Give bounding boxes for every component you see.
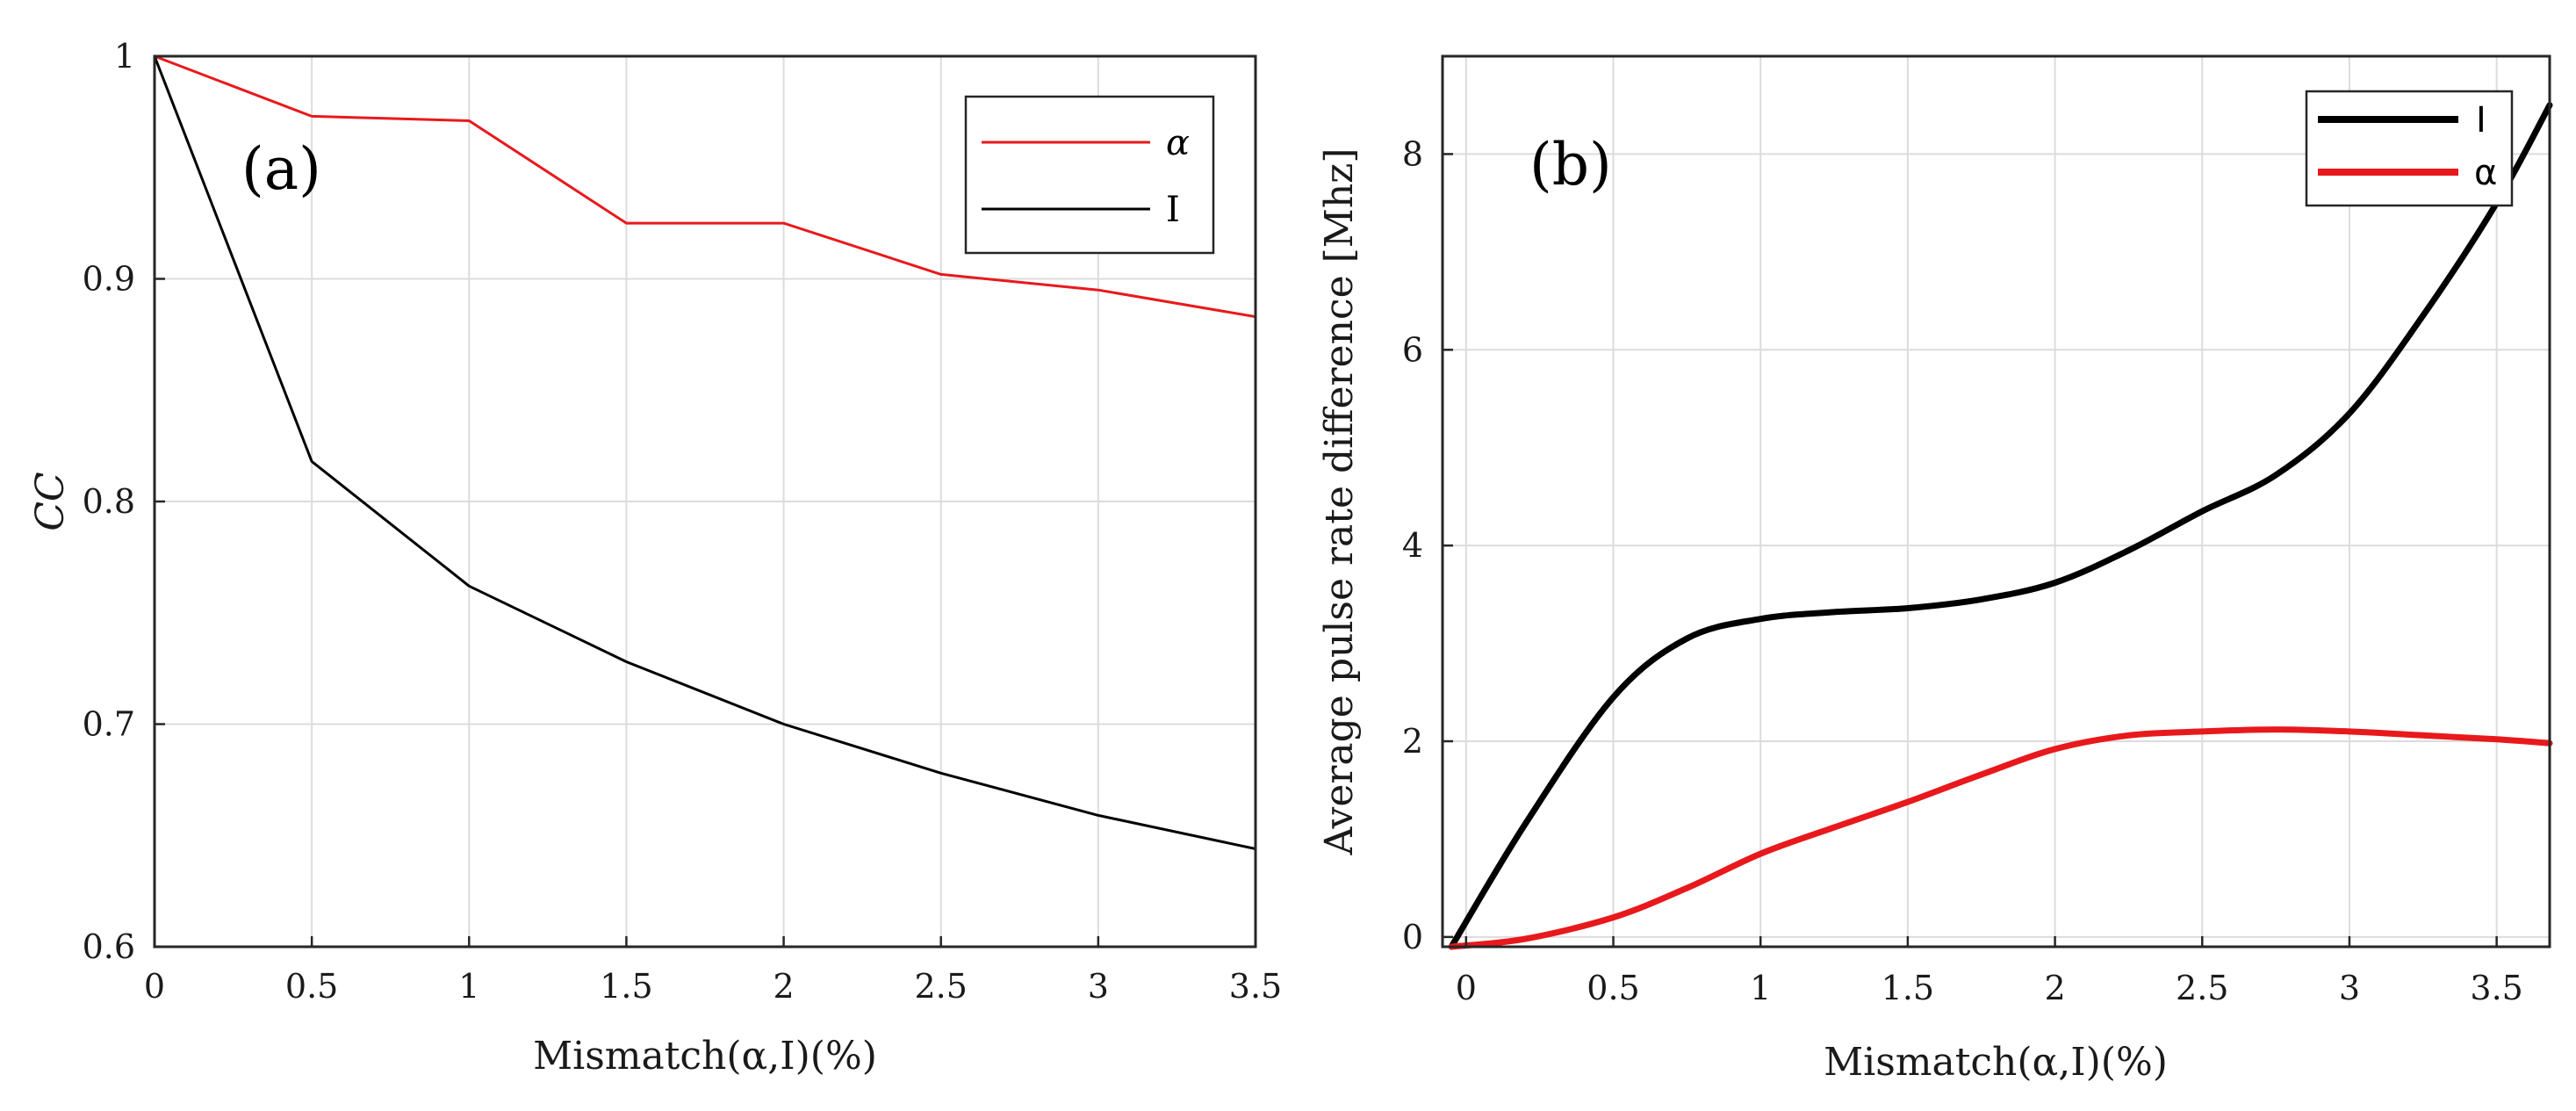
chart-b-x-tick-label: 2 xyxy=(2044,969,2065,1007)
chart-b-legend-label-alpha: α xyxy=(2474,153,2497,193)
chart-b-ticks: 0 0.5 1 1.5 2 2.5 3 3.5 0 2 4 6 8 xyxy=(1402,134,2523,1007)
chart-b-x-tick-label: 1 xyxy=(1750,969,1771,1007)
chart-b-panel-label: (b) xyxy=(1529,131,1612,198)
chart-a-y-tick-label: 0.7 xyxy=(83,705,135,744)
chart-a-x-tick-label: 0 xyxy=(144,967,165,1006)
chart-a-x-tick-label: 2 xyxy=(773,967,794,1006)
chart-b-series-line-i xyxy=(1448,102,2553,950)
chart-a-x-tick-label: 2.5 xyxy=(914,967,967,1006)
chart-b-x-tick-label: 3 xyxy=(2339,969,2360,1007)
chart-a-legend: α I xyxy=(964,95,1215,255)
chart-a-y-tick-label: 0.9 xyxy=(83,260,135,299)
chart-a-y-tick-label: 0.8 xyxy=(83,482,135,521)
chart-b-legend-box xyxy=(2305,90,2514,207)
chart-a-legend-label-alpha: α xyxy=(1166,123,1190,163)
chart-a-x-axis-label: Mismatch(α,I)(%) xyxy=(533,1034,877,1079)
chart-b-x-tick-label: 1.5 xyxy=(1882,969,1934,1007)
chart-a-x-tick-label: 1 xyxy=(458,967,479,1006)
chart-a-x-tick-label: 0.5 xyxy=(285,967,338,1006)
chart-b-x-tick-label: 0 xyxy=(1456,969,1477,1007)
chart-a-series-line-i xyxy=(153,54,1257,850)
chart-a-y-tick-label: 0.6 xyxy=(83,927,135,966)
chart-a-legend-label-i: I xyxy=(1166,190,1180,230)
chart-b-y-tick-label: 2 xyxy=(1402,722,1423,761)
chart-b-y-tick-label: 0 xyxy=(1402,918,1423,956)
chart-a-y-tick-label: 1 xyxy=(114,37,135,76)
chart-a-y-axis-label: CC xyxy=(28,472,73,530)
chart-a-series-line-alpha xyxy=(153,54,1257,319)
chart-b-series-line-alpha xyxy=(1448,726,2553,950)
chart-b-legend: I α xyxy=(2305,90,2514,207)
chart-b-x-tick-label: 3.5 xyxy=(2470,969,2522,1007)
chart-b-y-axis-label: Average pulse rate difference [Mhz] xyxy=(1317,148,1362,855)
chart-b-x-axis-label: Mismatch(α,I)(%) xyxy=(1824,1040,2168,1085)
chart-a-x-tick-label: 1.5 xyxy=(600,967,652,1006)
chart-b: 0 0.5 1 1.5 2 2.5 3 3.5 0 2 4 6 8 (b) Mismatch(α,I)(… xyxy=(1317,54,2553,1085)
chart-a-x-tick-label: 3 xyxy=(1088,967,1109,1006)
chart-b-y-tick-label: 6 xyxy=(1402,330,1423,369)
chart-a-ticks: 0 0.5 1 1.5 2 2.5 3 3.5 0.6 0.7 0.8 0.9 1 xyxy=(83,37,1283,1006)
chart-b-frame xyxy=(1441,54,2551,949)
chart-a-legend-box xyxy=(964,95,1215,255)
chart-b-y-tick-label: 8 xyxy=(1402,134,1423,173)
chart-b-series xyxy=(1448,102,2553,950)
chart-b-x-tick-label: 2.5 xyxy=(2176,969,2228,1007)
chart-a-x-tick-label: 3.5 xyxy=(1229,967,1282,1006)
chart-a: 0 0.5 1 1.5 2 2.5 3 3.5 0.6 0.7 0.8 0.9 1 (a) Mismat… xyxy=(28,37,1282,1079)
chart-b-y-tick-label: 4 xyxy=(1402,526,1423,565)
chart-a-panel-label: (a) xyxy=(241,135,321,203)
chart-a-series xyxy=(153,54,1257,850)
chart-b-legend-label-i: I xyxy=(2476,100,2486,141)
chart-b-x-tick-label: 0.5 xyxy=(1587,969,1639,1007)
